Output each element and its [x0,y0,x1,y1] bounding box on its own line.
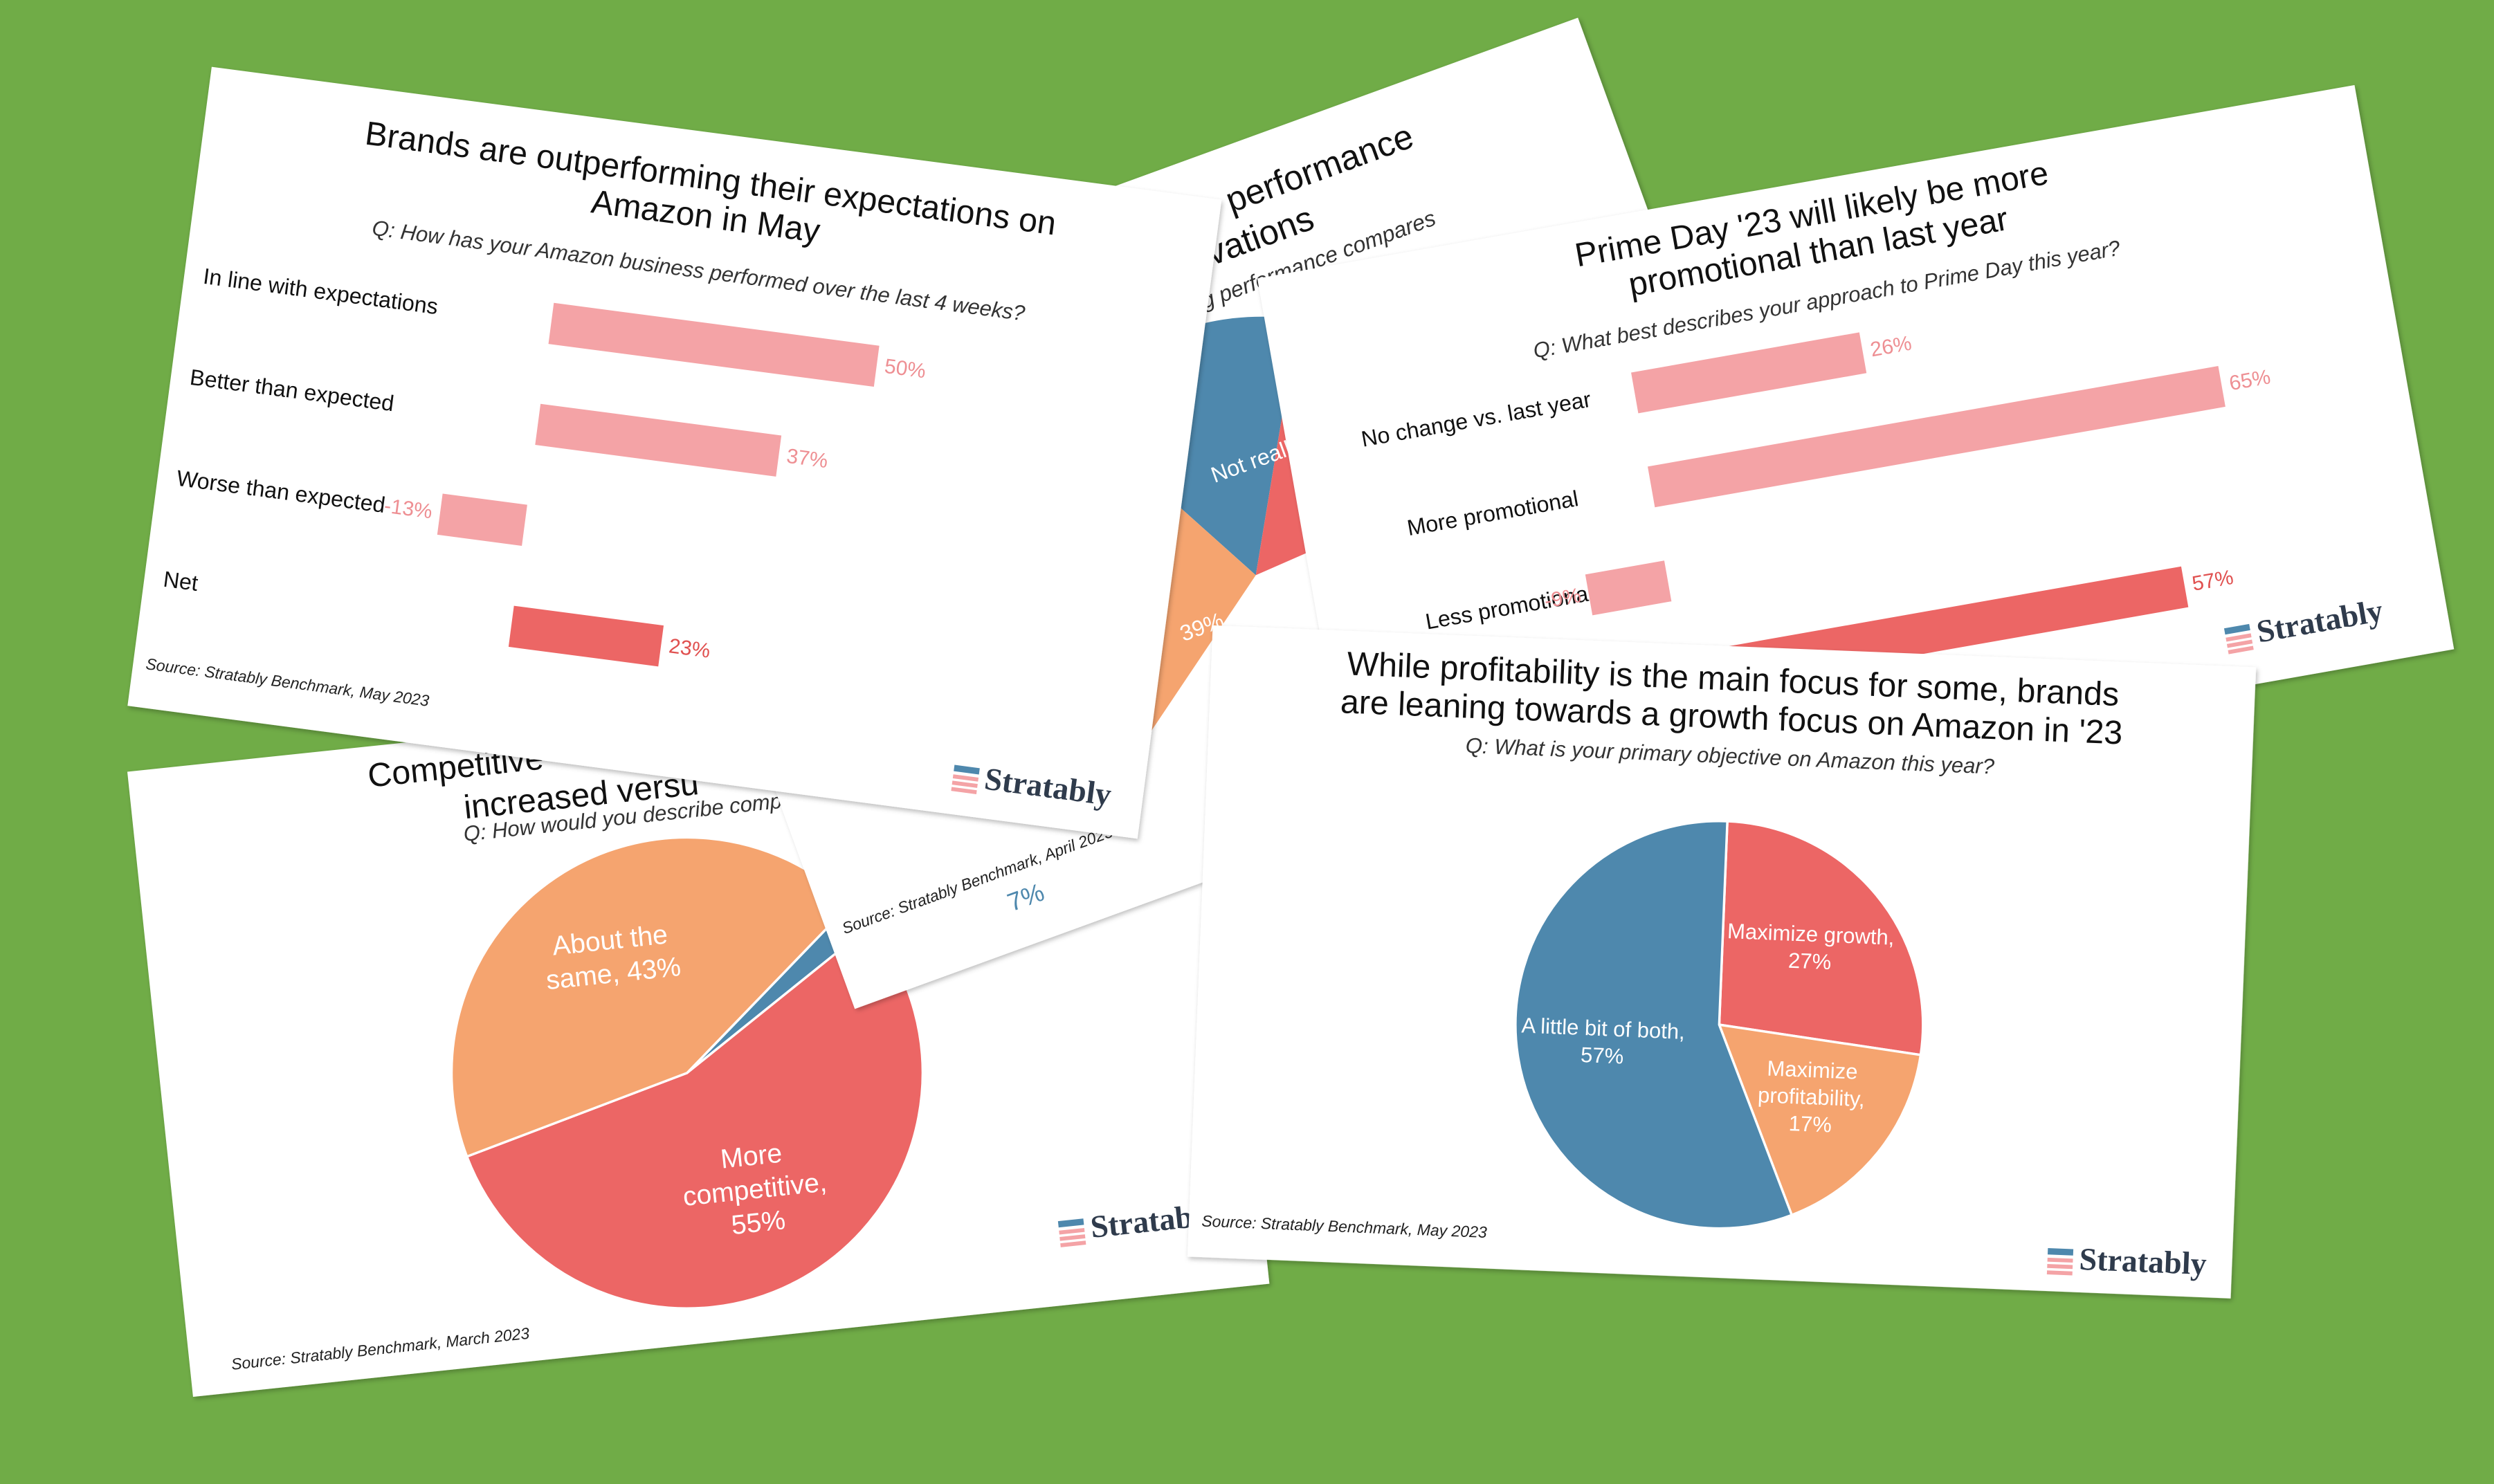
bar [1631,332,1867,414]
logo-icon [954,764,980,775]
bar [1648,366,2226,508]
value-label: 23% [668,634,712,663]
bar [508,605,664,667]
logo: Stratably [2046,1241,2208,1281]
value-label: 37% [785,445,830,473]
pie-slice [1718,820,1924,1056]
logo-icon [2228,645,2254,654]
logo-icon [2226,639,2253,648]
bar [1585,560,1672,616]
logo-icon [1057,1218,1084,1228]
bar [535,403,782,477]
value-label: 50% [883,355,927,383]
slide: While profitability is the main focus fo… [1187,625,2257,1299]
logo-icon [951,787,977,794]
logo-icon [952,780,978,788]
pie-slice [465,924,925,1310]
logo-text: Stratably [2079,1241,2208,1281]
logo-icon [2047,1248,2074,1256]
pie-slice [1514,820,1794,1230]
logo-icon [2046,1270,2073,1276]
slice-label: Maximizeprofitability,17% [1756,1056,1866,1138]
bar [437,493,527,546]
logo-icon [1059,1234,1086,1241]
logo-icon [952,774,979,782]
pie-slice [450,836,853,1158]
logo-icon [1060,1240,1086,1247]
slide: Brands are outperforming their expectati… [127,66,1222,839]
logo-icon [1059,1227,1085,1235]
logo-icon [2047,1257,2073,1263]
category-label: Net [162,567,199,596]
pie-slice [1717,1023,1922,1217]
bar [548,302,880,387]
logo-icon [2047,1264,2073,1270]
logo-icon [2226,633,2252,642]
logo-icon [2223,623,2250,635]
